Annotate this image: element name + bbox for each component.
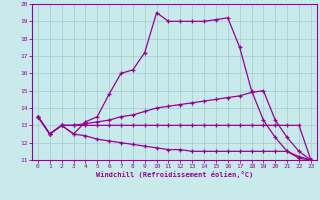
X-axis label: Windchill (Refroidissement éolien,°C): Windchill (Refroidissement éolien,°C) [96,171,253,178]
